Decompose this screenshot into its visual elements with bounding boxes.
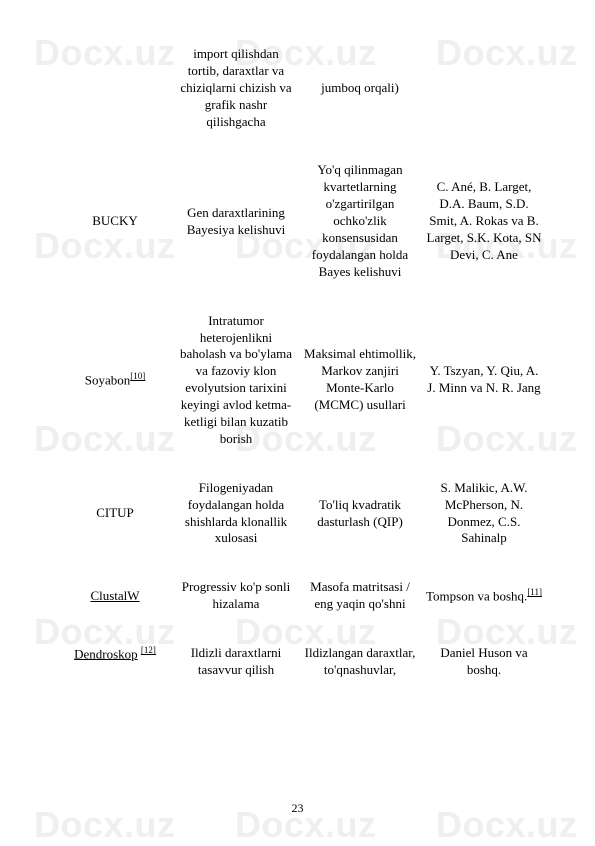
cell-method: Ildizlangan daraxtlar, to'qnashuvlar, [298,629,422,695]
cell-desc: Gen daraxtlarining Bayesiya kelishuvi [174,146,298,296]
cell-desc: import qilishdan tortib, daraxtlar va ch… [174,30,298,146]
table-container: import qilishdan tortib, daraxtlar va ch… [56,30,546,695]
cell-method: Maksimal ehtimollik, Markov zanjiri Mont… [298,297,422,464]
cell-name: BUCKY [56,146,174,296]
table-row: BUCKY Gen daraxtlarining Bayesiya kelish… [56,146,546,296]
table-row: Dendroskop [12] Ildizli daraxtlarni tasa… [56,629,546,695]
cell-authors: C. Ané, B. Larget, D.A. Baum, S.D. Smit,… [422,146,546,296]
reference-link[interactable]: [10] [130,371,145,381]
page-number: 23 [0,801,595,816]
cell-authors: S. Malikic, A.W. McPherson, N. Donmez, C… [422,464,546,564]
table-row: Soyabon[10] Intratumor heterojenlikni ba… [56,297,546,464]
cell-authors [422,30,546,146]
cell-name: Soyabon[10] [56,297,174,464]
cell-desc: Ildizli daraxtlarni tasavvur qilish [174,629,298,695]
cell-name: Dendroskop [12] [56,629,174,695]
cell-name: ClustalW [56,563,174,629]
cell-name: CITUP [56,464,174,564]
cell-desc: Progressiv ko'p sonli hizalama [174,563,298,629]
cell-name-link[interactable]: Dendroskop [74,646,138,661]
cell-authors: Tompson va boshq.[11] [422,563,546,629]
cell-name-text: Soyabon [85,372,131,387]
data-table: import qilishdan tortib, daraxtlar va ch… [56,30,546,695]
cell-authors: Y. Tszyan, Y. Qiu, A. J. Minn va N. R. J… [422,297,546,464]
cell-authors: Daniel Huson va boshq. [422,629,546,695]
cell-name [56,30,174,146]
table-row: import qilishdan tortib, daraxtlar va ch… [56,30,546,146]
table-row: CITUP Filogeniyadan foydalangan holda sh… [56,464,546,564]
cell-desc: Intratumor heterojenlikni baholash va bo… [174,297,298,464]
table-row: ClustalW Progressiv ko'p sonli hizalama … [56,563,546,629]
cell-name-link[interactable]: ClustalW [90,588,139,603]
reference-link[interactable]: [11] [527,587,542,597]
cell-method: Masofa matritsasi / eng yaqin qo'shni [298,563,422,629]
reference-link[interactable]: [12] [141,645,156,655]
cell-authors-text: Tompson va boshq. [426,588,527,603]
cell-method: To'liq kvadratik dasturlash (QIP) [298,464,422,564]
cell-method: Yo'q qilinmagan kvartetlarning o'zgartir… [298,146,422,296]
cell-desc: Filogeniyadan foydalangan holda shishlar… [174,464,298,564]
cell-method: jumboq orqali) [298,30,422,146]
